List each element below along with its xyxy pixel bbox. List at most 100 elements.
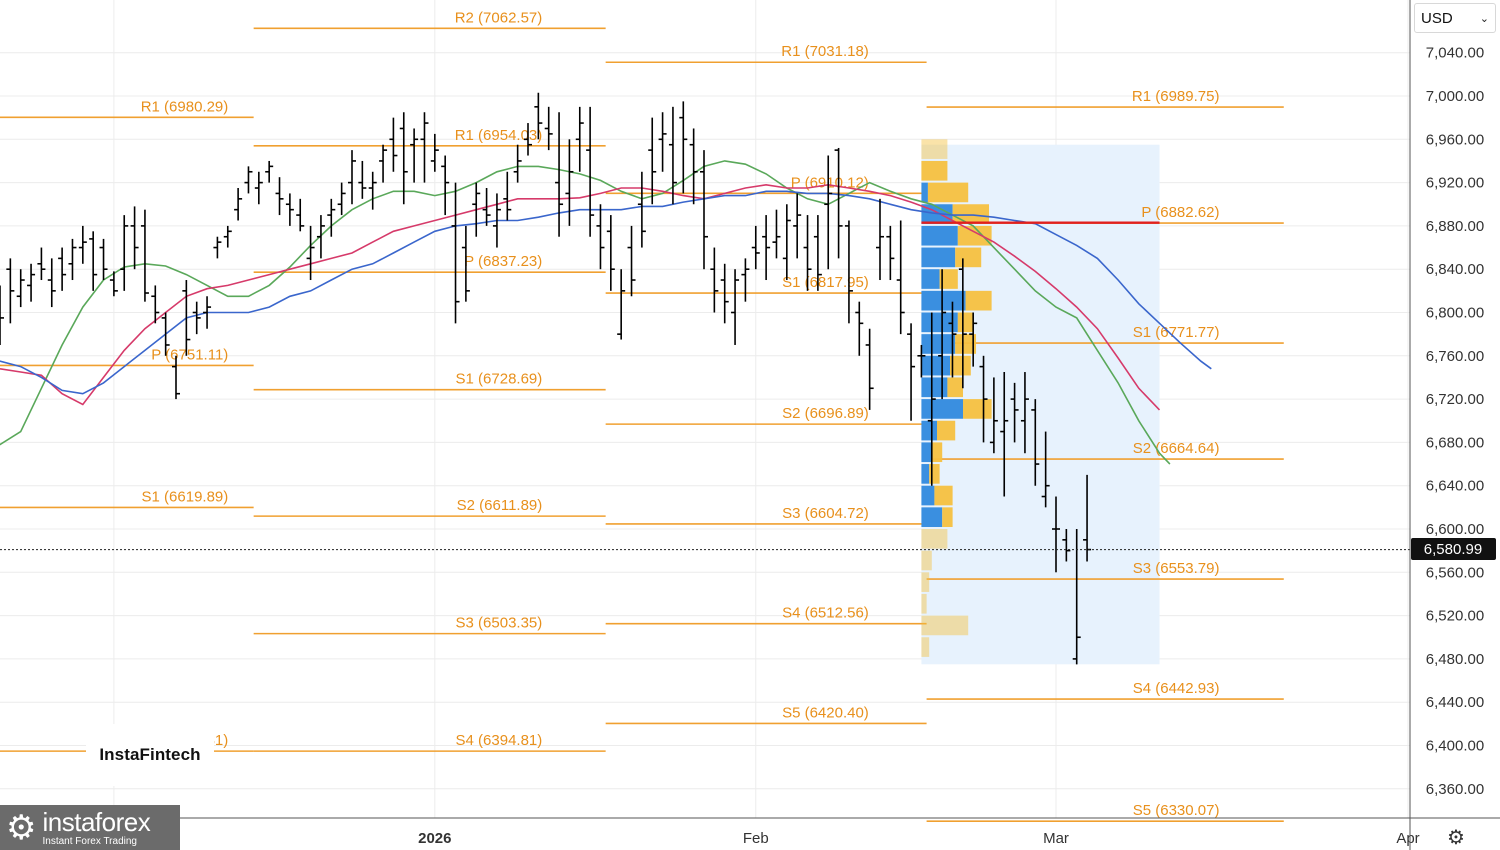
vp-bar-yellow [947,377,964,398]
ohlc-bar [1031,399,1040,486]
y-tick-label: 6,640.00 [1426,478,1484,495]
ohlc-bar [782,204,791,281]
ohlc-bar [244,166,253,194]
ohlc-bar [876,198,884,281]
ohlc-bar [265,160,274,183]
ohlc-bar [617,269,626,340]
ohlc-bar [99,238,108,281]
vp-bar-blue [921,507,943,527]
ohlc-bar [441,155,450,216]
vp-bar-blue [921,399,964,419]
y-tick-label: 6,880.00 [1426,218,1484,235]
ohlc-bar [410,128,419,183]
ohlc-bar [772,209,781,259]
vp-bar-blue [921,225,958,246]
vp-bar-yellow [957,225,992,246]
ohlc-bar [27,263,36,302]
pivot-label: R1 (6980.29) [141,98,229,115]
pivot-label: S2 (6696.89) [782,405,869,422]
ohlc-bar [824,155,833,270]
ohlc-bar [958,258,967,389]
vp-bar-blue [921,269,940,289]
y-tick-label: 6,480.00 [1426,651,1484,668]
vp-bar-blue [921,290,966,311]
vp-bar-yellow [939,269,958,289]
ohlc-bar [47,258,56,308]
logo-name: instaforex [42,806,151,837]
ohlc-bar [172,355,180,400]
ohlc-bars [0,92,1092,665]
ohlc-bar [803,215,812,291]
ohlc-bar [1000,372,1009,497]
vp-bar-yellow [921,550,932,571]
vp-bar-yellow [921,160,948,181]
ohlc-bar [896,220,905,335]
ohlc-bar [596,204,605,270]
ohlc-bar [689,128,698,205]
pivot-label: S4 (6512.56) [782,605,869,622]
ohlc-bar [368,171,377,210]
vp-bar-blue [921,334,956,354]
ohlc-bar [296,198,305,232]
ohlc-bar [793,193,802,259]
instaforex-logo: ⚙ instaforex Instant Forex Trading [0,805,180,850]
vp-bar-yellow [921,572,930,592]
ohlc-bar [89,231,98,291]
ohlc-bar [6,258,15,324]
ohlc-bar [658,112,667,172]
currency-value: USD [1421,9,1453,27]
price-tag: 6,580.99 [1411,538,1496,560]
pivot-label: S2 (6611.89) [457,497,543,514]
vp-bar-blue [921,312,958,333]
ohlc-bar [544,106,553,151]
ohlc-bar [0,285,4,345]
vp-bar-blue [921,442,932,463]
pivot-label: R2 (7062.57) [455,9,543,26]
currency-select[interactable]: USD ⌄ [1414,3,1496,33]
ohlc-bar [37,247,46,281]
logo-gear-icon: ⚙ [6,808,37,847]
ohlc-bar [306,225,315,281]
ohlc-bar [606,215,615,291]
ohlc-bar [534,92,543,140]
ohlc-bar [213,236,222,259]
ohlc-bar [575,106,584,172]
price-tag-label: 6,580.99 [1424,541,1482,558]
price-tag-bg [1411,538,1496,560]
ohlc-bar [741,258,750,302]
vp-bar-yellow [934,485,953,506]
y-tick-label: 6,760.00 [1426,348,1484,365]
ohlc-bar [513,144,522,183]
grid [0,0,1410,818]
ohlc-bar [151,285,160,324]
vp-bar-blue [921,182,928,203]
ohlc-bar [275,177,284,216]
ohlc-bar [555,112,564,237]
ohlc-bar [637,171,646,248]
ohlc-bar [285,193,294,226]
ohlc-bar [461,225,470,302]
ohlc-bar [813,215,822,291]
ohlc-bar [565,139,574,226]
pivot-label: R1 (6954.03) [455,127,543,144]
y-tick-label: 6,960.00 [1426,131,1484,148]
pivot-label: S5 (6330.07) [1133,802,1220,819]
ohlc-bar [927,312,936,486]
ohlc-bar [348,150,356,205]
ohlc-bar [1052,496,1060,573]
ohlc-bar [586,106,595,237]
ohlc-bar [192,301,201,335]
ohlc-bar [1020,372,1029,454]
y-tick-label: 6,440.00 [1426,694,1484,711]
vp-bar-yellow [952,204,990,224]
vp-bar-yellow [942,507,953,527]
ohlc-bar [58,247,67,291]
pivot-label: S3 (6604.72) [782,505,869,522]
vp-bar-yellow [927,182,969,203]
x-tick-label: Feb [743,830,769,847]
y-tick-label: 6,800.00 [1426,305,1484,322]
ohlc-bar [16,269,25,308]
pivot-label: S4 (6394.81) [456,732,543,749]
settings-gear-icon[interactable]: ⚙ [1447,826,1465,849]
